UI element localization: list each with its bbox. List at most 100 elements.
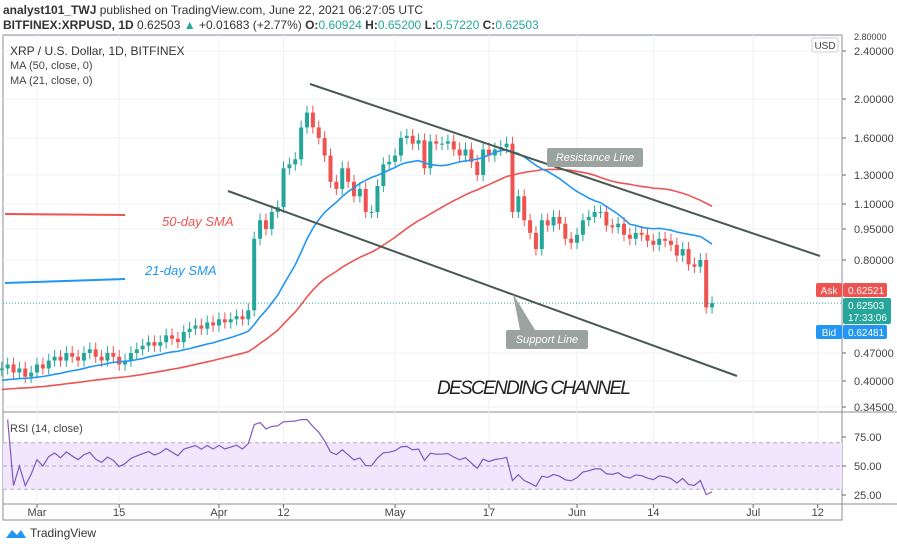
symbol: BITFINEX:XRPUSD, 1D <box>3 18 134 32</box>
candle-body <box>228 319 233 323</box>
ma50-legend[interactable]: MA (50, close, 0) <box>10 60 93 72</box>
tradingview-logo-icon <box>6 530 26 538</box>
candle-body <box>181 331 186 343</box>
candle-body <box>604 211 609 226</box>
candle-body <box>674 244 679 256</box>
candle-body <box>93 349 98 357</box>
price-tick-label: 2.80000 <box>854 32 887 42</box>
candle-body <box>29 372 34 377</box>
sma50-marker-line <box>4 213 126 216</box>
candle-body <box>316 127 321 138</box>
support-label-pointer <box>513 294 535 330</box>
candle-body <box>158 342 163 346</box>
candle-body <box>211 322 216 326</box>
bid-tag-label: Bid <box>822 328 836 339</box>
rsi-line <box>7 419 713 496</box>
candle-body <box>375 186 380 212</box>
candle-body <box>134 349 139 353</box>
change: +0.01683 (+2.77%) <box>199 18 302 32</box>
sma21-marker-line <box>4 278 126 284</box>
candle-body <box>117 356 122 365</box>
candle-body <box>252 238 257 311</box>
publish-info: analyst101_TWJ published on TradingView.… <box>3 3 423 17</box>
ask-price: 0.62521 <box>848 286 885 297</box>
candle-body <box>52 356 57 361</box>
support-line <box>227 190 738 377</box>
candle-body <box>651 240 656 245</box>
candle-body <box>645 234 650 241</box>
chart-title: XRP / U.S. Dollar, 1D, BITFINEX <box>10 44 185 58</box>
candle-body <box>146 342 151 346</box>
ma21-legend[interactable]: MA (21, close, 0) <box>10 75 93 87</box>
plot-frame <box>2 34 843 521</box>
price-tick-label: 0.47000 <box>854 348 894 360</box>
high-value: 0.65200 <box>377 18 422 32</box>
author[interactable]: analyst101_TWJ <box>3 3 97 17</box>
channel-label: DESCENDING CHANNEL <box>437 378 631 399</box>
candle-body <box>81 353 86 361</box>
candle-body <box>457 149 462 156</box>
candle-body <box>704 260 709 308</box>
resistance-label-box <box>547 148 643 167</box>
candle-body <box>416 140 421 144</box>
last-price-box <box>843 298 891 324</box>
price-tick-label: 0.40000 <box>854 376 894 388</box>
candle-body <box>328 155 333 182</box>
candle-body <box>557 216 562 224</box>
candle-body <box>610 225 615 228</box>
candle-body <box>23 368 28 377</box>
candle-body <box>287 164 292 169</box>
rsi-legend[interactable]: RSI (14, close) <box>10 423 83 435</box>
candle-body <box>516 196 521 212</box>
candle-body <box>663 238 668 241</box>
sma21-line <box>1 148 713 382</box>
candle-body <box>293 159 298 165</box>
sma21-label: 21-day SMA <box>144 263 217 278</box>
candle-body <box>422 140 427 169</box>
candle-body <box>410 135 415 144</box>
candle-body <box>569 238 574 243</box>
price-tick-label: 1.30000 <box>854 170 894 182</box>
time-tick-label: 15 <box>113 507 125 519</box>
candle-body <box>698 260 703 267</box>
candle-body <box>533 232 538 250</box>
candle-body <box>58 356 63 361</box>
candle-body <box>668 240 673 245</box>
candle-body <box>592 211 597 217</box>
candle-body <box>680 249 685 256</box>
candle-body <box>404 135 409 138</box>
candle-body <box>657 238 662 245</box>
price-tick-label: 0.95000 <box>854 224 894 236</box>
candle-body <box>346 168 351 182</box>
time-tick-label: Apr <box>210 507 227 519</box>
bid-price-box <box>843 325 887 339</box>
candle-body <box>340 168 345 189</box>
candle-body <box>258 220 263 239</box>
candle-body <box>539 220 544 250</box>
rsi-tick-label: 50.00 <box>854 461 882 473</box>
candle-body <box>216 319 221 326</box>
candle-body <box>522 196 527 221</box>
time-tick-label: Mar <box>28 507 47 519</box>
tradingview-logo[interactable]: TradingView <box>5 526 96 540</box>
candle-body <box>140 345 145 350</box>
brand-name: TradingView <box>30 526 97 540</box>
price-tick-label: 1.60000 <box>854 133 894 145</box>
candle-body <box>128 353 133 361</box>
candle-body <box>481 149 486 175</box>
candle-body <box>170 335 175 339</box>
candle-body <box>263 220 268 229</box>
ask-tag-label: Ask <box>821 286 839 297</box>
candle-body <box>199 325 204 329</box>
currency-badge <box>811 37 839 53</box>
price-tick-label: 2.00000 <box>854 94 894 106</box>
candle-body <box>310 112 315 128</box>
candle-body <box>305 112 310 128</box>
candle-body <box>575 234 580 243</box>
candle-body <box>440 143 445 145</box>
candle-body <box>205 322 210 329</box>
candle-body <box>469 149 474 162</box>
candle-body <box>11 364 16 373</box>
last-price-tag: 0.62503 <box>848 301 885 312</box>
